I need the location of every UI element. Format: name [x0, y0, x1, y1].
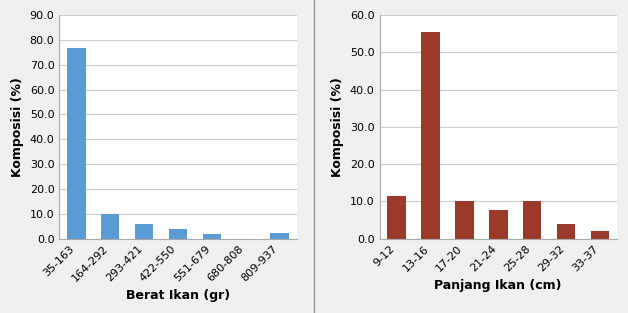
Bar — [590, 231, 609, 239]
X-axis label: Panjang Ikan (cm): Panjang Ikan (cm) — [435, 279, 562, 292]
Bar — [489, 210, 507, 239]
Bar — [169, 228, 187, 239]
Bar — [522, 201, 541, 239]
Bar — [421, 32, 440, 239]
Bar — [556, 223, 575, 239]
Y-axis label: Komposisi (%): Komposisi (%) — [11, 77, 24, 177]
Bar — [271, 233, 289, 239]
Bar — [67, 48, 85, 239]
X-axis label: Berat Ikan (gr): Berat Ikan (gr) — [126, 289, 230, 302]
Bar — [101, 214, 119, 239]
Y-axis label: Komposisi (%): Komposisi (%) — [332, 77, 344, 177]
Bar — [135, 223, 153, 239]
Bar — [455, 201, 474, 239]
Bar — [387, 196, 406, 239]
Bar — [203, 233, 221, 239]
